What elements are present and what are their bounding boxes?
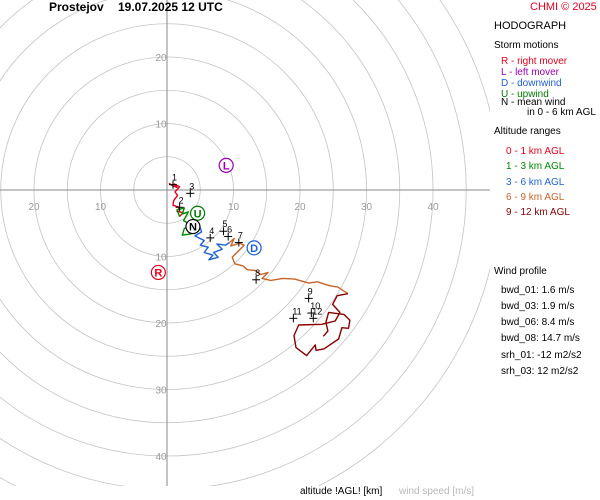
legend-title: HODOGRAPH bbox=[494, 20, 567, 32]
height-marker-label-7: 7 bbox=[238, 231, 243, 241]
storm-marker-letter-N: N bbox=[189, 222, 197, 234]
height-marker-label-12: 12 bbox=[312, 306, 322, 316]
wind-profile-bwd08: bwd_08: 14.7 m/s bbox=[501, 333, 580, 344]
storm-marker-circle-N bbox=[185, 218, 201, 235]
storm-motion-downwind: D - downwind bbox=[501, 78, 562, 89]
altitude-range-6-9: 6 - 9 km AGL bbox=[506, 192, 565, 203]
wind-profile-title: Wind profile bbox=[494, 266, 547, 277]
hodograph-line-4 bbox=[293, 293, 351, 357]
wind-profile-bwd01: bwd_01: 1.6 m/s bbox=[501, 285, 575, 296]
wind-speed-unit-label: wind speed [m/s] bbox=[399, 486, 475, 497]
ring-label-north-20: 20 bbox=[155, 53, 167, 64]
storm-motion-mean-wind: N - mean wind bbox=[501, 97, 566, 108]
altitude-range-0-1: 0 - 1 km AGL bbox=[506, 146, 565, 157]
hodograph-line-3 bbox=[229, 237, 349, 295]
height-marker-label-6: 6 bbox=[227, 225, 232, 235]
storm-marker-circle-U bbox=[189, 205, 206, 221]
storm-motions-title: Storm motions bbox=[494, 40, 559, 51]
wind-profile-srh01: srh_01: -12 m2/s2 bbox=[501, 350, 582, 361]
hodograph-plot: 10 10 10 10 20 20 20 20 30 30 40 40 1 2 3 4 5 6 7 8 9 10 11 12 R… bbox=[0, 0, 490, 486]
height-marker-label-8: 8 bbox=[255, 268, 260, 278]
height-marker-label-3: 3 bbox=[189, 181, 194, 191]
storm-marker-letter-D: D bbox=[250, 243, 258, 255]
height-marker-label-2: 2 bbox=[179, 195, 184, 205]
height-marker-label-4: 4 bbox=[209, 226, 214, 236]
ring-label-south-30: 30 bbox=[155, 386, 167, 397]
wind-profile-srh03: srh_03: 12 m2/s2 bbox=[501, 366, 579, 377]
ring-label-east-20: 20 bbox=[294, 202, 306, 213]
credit-label: CHMI © 2025 bbox=[530, 1, 597, 13]
ring-label-south-20: 20 bbox=[155, 319, 167, 330]
storm-marker-letter-U: U bbox=[194, 208, 202, 220]
storm-marker-circle-L bbox=[218, 157, 234, 173]
wind-profile-bwd03: bwd_03: 1.9 m/s bbox=[501, 301, 575, 312]
altitude-range-3-6: 3 - 6 km AGL bbox=[506, 177, 565, 188]
ring-label-west-20: 20 bbox=[28, 202, 40, 213]
height-marker-label-9: 9 bbox=[308, 286, 313, 296]
storm-motion-right-mover: R - right mover bbox=[501, 56, 568, 67]
altitude-ranges-title: Altitude ranges bbox=[494, 126, 561, 137]
storm-marker-circle-R bbox=[150, 264, 166, 281]
ring-label-south-10: 10 bbox=[155, 253, 167, 264]
speed-ring-40 bbox=[0, 0, 434, 457]
speed-ring-50 bbox=[0, 0, 490, 486]
ring-label-east-40: 40 bbox=[427, 202, 439, 213]
height-marker-label-10: 10 bbox=[310, 301, 320, 311]
height-marker-label-5: 5 bbox=[223, 219, 228, 229]
ring-label-west-10: 10 bbox=[95, 202, 107, 213]
ring-label-east-10: 10 bbox=[228, 202, 240, 213]
station-name: Prostejov bbox=[49, 0, 104, 14]
ring-label-east-30: 30 bbox=[361, 202, 373, 213]
altitude-unit-label: altitude !AGL! [km] bbox=[300, 486, 383, 497]
height-marker-label-1: 1 bbox=[172, 173, 177, 183]
storm-marker-circle-D bbox=[246, 240, 262, 256]
wind-profile-bwd06: bwd_06: 8.4 m/s bbox=[501, 317, 575, 328]
height-marker-label-11: 11 bbox=[292, 306, 301, 316]
storm-marker-letter-R: R bbox=[154, 267, 162, 279]
ring-label-north-10: 10 bbox=[155, 120, 167, 131]
altitude-range-9-12: 9 - 12 km AGL bbox=[506, 207, 570, 218]
hodograph-line-2 bbox=[194, 223, 230, 261]
datetime-label: 19.07.2025 12 UTC bbox=[118, 0, 223, 14]
altitude-range-1-3: 1 - 3 km AGL bbox=[506, 161, 565, 172]
mean-wind-note: in 0 - 6 km AGL bbox=[527, 107, 596, 118]
storm-motion-upwind: U - upwind bbox=[501, 89, 549, 100]
storm-motion-left-mover: L - left mover bbox=[501, 67, 559, 78]
ring-label-south-40: 40 bbox=[155, 452, 167, 463]
storm-marker-letter-L: L bbox=[223, 160, 230, 172]
